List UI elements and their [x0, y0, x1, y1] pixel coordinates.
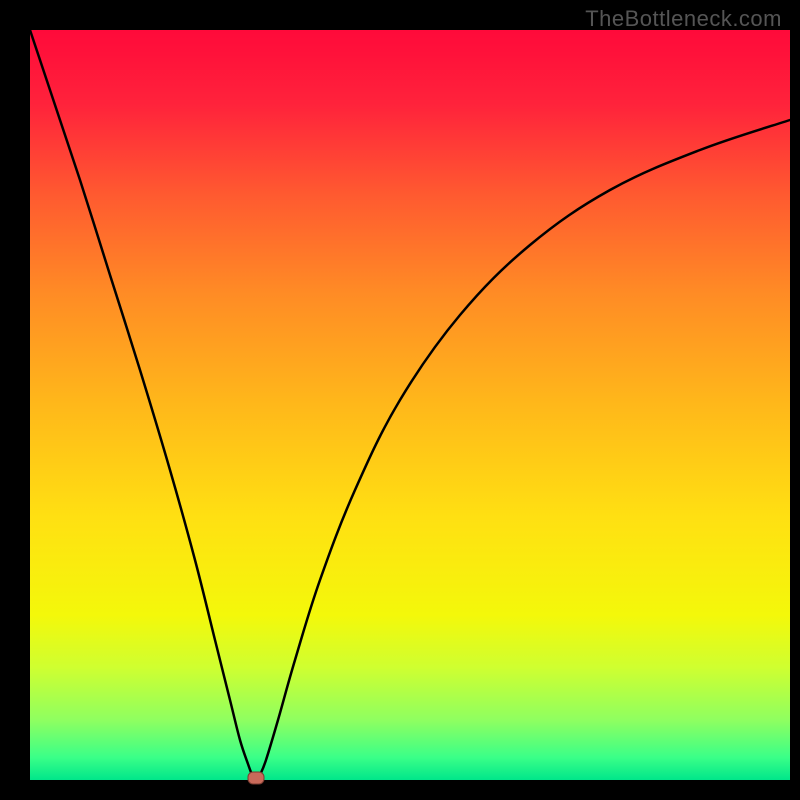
- chart-background: [30, 30, 790, 780]
- watermark-text: TheBottleneck.com: [585, 6, 782, 32]
- vertex-marker: [248, 772, 264, 784]
- chart-container: TheBottleneck.com: [0, 0, 800, 800]
- bottleneck-chart: [0, 0, 800, 800]
